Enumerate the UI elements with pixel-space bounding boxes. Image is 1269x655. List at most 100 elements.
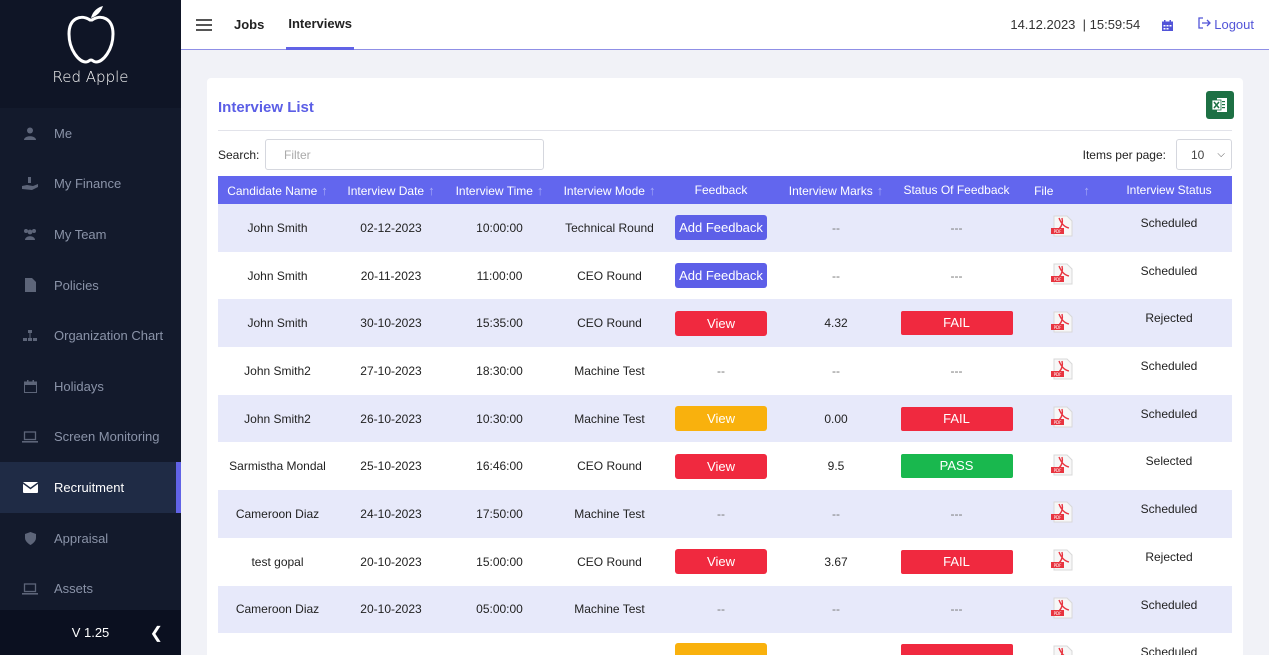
file-cell[interactable]: PDF xyxy=(1018,395,1106,443)
search-input[interactable] xyxy=(265,139,544,170)
interview-mode: CEO Round xyxy=(577,459,642,474)
pdf-file-icon[interactable]: PDF xyxy=(1049,215,1075,240)
top-header: Jobs Interviews 14.12.2023 | 15:59:54 Lo… xyxy=(181,0,1269,50)
view-feedback-button[interactable]: View xyxy=(675,310,767,336)
excel-export-button[interactable] xyxy=(1206,91,1234,119)
file-cell[interactable]: PDF xyxy=(1018,633,1106,655)
sidebar-item-policies[interactable]: Policies xyxy=(0,260,181,311)
pdf-file-icon[interactable]: PDF xyxy=(1049,501,1075,526)
interview-status: Scheduled xyxy=(1140,359,1198,374)
table-row: John Smith 20-11-2023 11:00:00 CEO Round Add… xyxy=(218,251,1232,300)
sidebar-item-label: Organization Chart xyxy=(54,328,164,344)
pdf-file-icon[interactable]: PDF xyxy=(1049,549,1075,574)
view-feedback-button[interactable]: View xyxy=(675,406,767,432)
interview-date: 30-10-2023 xyxy=(360,316,422,331)
column-header[interactable]: Interview Time ↑ xyxy=(455,182,544,198)
file-cell[interactable]: PDF xyxy=(1018,442,1106,490)
sidebar-item-screen-monitoring[interactable]: Screen Monitoring xyxy=(0,412,181,463)
add-feedback-button[interactable]: Add Feedback xyxy=(675,263,767,289)
status-of-feedback-cell: PASS xyxy=(895,442,1018,490)
column-header[interactable]: Candidate Name ↑ xyxy=(227,182,328,198)
interview-status: Rejected xyxy=(1145,549,1193,564)
svg-text:PDF: PDF xyxy=(1054,515,1062,520)
pdf-file-icon[interactable]: PDF xyxy=(1049,263,1075,288)
hamburger-menu-icon[interactable] xyxy=(196,18,212,31)
table-row: test gopal 20-10-2023 15:00:00 CEO Round Vie… xyxy=(218,537,1232,586)
pdf-file-icon[interactable]: PDF xyxy=(1049,406,1075,431)
svg-text:PDF: PDF xyxy=(1054,372,1062,377)
pdf-file-icon[interactable]: PDF xyxy=(1049,597,1075,622)
file-cell[interactable]: PDF xyxy=(1018,347,1106,395)
status-of-feedback-cell: --- xyxy=(895,490,1018,538)
sidebar-item-holidays[interactable]: Holidays xyxy=(0,361,181,412)
sidebar-item-my-team[interactable]: My Team xyxy=(0,209,181,260)
team-icon xyxy=(22,226,38,242)
pdf-file-icon[interactable]: PDF xyxy=(1049,454,1075,479)
status-of-feedback-cell: FAIL xyxy=(895,299,1018,347)
column-header[interactable]: Interview Date ↑ xyxy=(347,182,435,198)
laptop-icon xyxy=(22,429,38,445)
chevron-left-icon[interactable]: ❮ xyxy=(149,625,163,642)
interview-mode: Machine Test xyxy=(574,506,645,521)
sidebar-item-organization-chart[interactable]: Organization Chart xyxy=(0,310,181,361)
file-cell[interactable]: PDF xyxy=(1018,252,1106,300)
interview-time: 11:00:00 xyxy=(476,268,523,283)
brand-name: Red Apple xyxy=(52,68,129,86)
status-of-feedback-cell xyxy=(895,633,1018,655)
calendar-icon[interactable] xyxy=(1162,19,1174,31)
org-chart-icon xyxy=(22,328,38,344)
interview-marks: -- xyxy=(832,602,840,617)
brand[interactable]: Red Apple xyxy=(0,0,181,108)
interview-date xyxy=(337,633,445,655)
file-cell[interactable]: PDF xyxy=(1018,586,1106,634)
items-per-page-select[interactable]: 10 ⌵ xyxy=(1176,139,1232,170)
interview-time: 15:00:00 xyxy=(476,554,523,569)
svg-text:PDF: PDF xyxy=(1054,277,1062,282)
sort-arrow-icon: ↑ xyxy=(1083,182,1090,198)
sort-arrow-icon: ↑ xyxy=(428,182,435,198)
sidebar-nav: Me My Finance My Team Policies Organizat… xyxy=(0,108,181,614)
sidebar-item-me[interactable]: Me xyxy=(0,108,181,159)
status-of-feedback-cell: --- xyxy=(895,204,1018,252)
file-cell[interactable]: PDF xyxy=(1018,204,1106,252)
candidate-name: John Smith2 xyxy=(244,411,311,426)
tab-jobs[interactable]: Jobs xyxy=(234,17,265,32)
table-row: John Smith2 27-10-2023 18:30:00 Machine Tes… xyxy=(218,347,1232,395)
interview-time: 15:35:00 xyxy=(476,316,523,331)
file-cell[interactable]: PDF xyxy=(1018,299,1106,347)
add-feedback-button[interactable]: Add Feedback xyxy=(675,215,767,241)
tab-interviews[interactable]: Interviews xyxy=(286,0,354,50)
file-cell[interactable]: PDF xyxy=(1018,490,1106,538)
sidebar-item-label: Policies xyxy=(54,277,99,293)
sidebar-item-label: My Team xyxy=(54,226,107,242)
header-right: 14.12.2023 | 15:59:54 Logout xyxy=(1010,17,1269,32)
sidebar-item-recruitment[interactable]: Recruitment xyxy=(0,462,181,513)
pdf-file-icon[interactable]: PDF xyxy=(1049,311,1075,336)
feedback-empty: -- xyxy=(717,506,725,521)
candidate-name: John Smith2 xyxy=(244,363,311,378)
interview-status: Scheduled xyxy=(1140,502,1198,517)
svg-text:PDF: PDF xyxy=(1054,325,1062,330)
view-feedback-button[interactable]: View xyxy=(675,453,767,479)
column-header[interactable]: File ↑ xyxy=(1034,182,1090,198)
interview-mode: CEO Round xyxy=(577,316,642,331)
interview-marks xyxy=(777,633,895,655)
sidebar-footer: V 1.25 ❮ xyxy=(0,610,181,655)
pdf-file-icon[interactable]: PDF xyxy=(1049,358,1075,383)
status-of-feedback-cell: --- xyxy=(895,252,1018,300)
view-feedback-button[interactable] xyxy=(675,643,767,655)
sidebar-item-appraisal[interactable]: Appraisal xyxy=(0,513,181,564)
svg-text:PDF: PDF xyxy=(1054,420,1062,425)
view-feedback-button[interactable]: View xyxy=(675,549,767,575)
file-cell[interactable]: PDF xyxy=(1018,538,1106,586)
logout-button[interactable]: Logout xyxy=(1198,17,1254,32)
sidebar-item-my-finance[interactable]: My Finance xyxy=(0,159,181,210)
column-header[interactable]: Interview Mode ↑ xyxy=(563,182,656,198)
sidebar-item-label: Appraisal xyxy=(54,530,109,546)
status-feedback-empty: --- xyxy=(950,602,963,617)
feedback-cell: View xyxy=(665,299,777,347)
column-header[interactable]: Interview Marks ↑ xyxy=(788,182,884,198)
interview-status: Scheduled xyxy=(1140,216,1198,230)
feedback-empty: -- xyxy=(717,363,725,378)
sidebar-item-assets[interactable]: Assets xyxy=(0,563,181,614)
